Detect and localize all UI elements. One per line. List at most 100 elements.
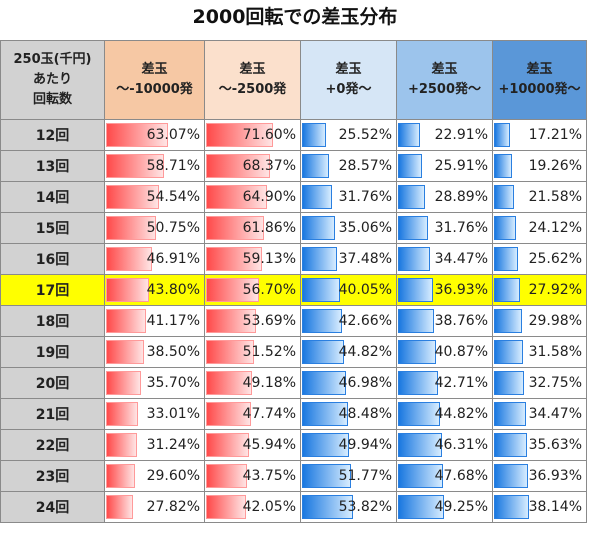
table-cell: 36.93% xyxy=(396,274,493,306)
table-cell: 35.06% xyxy=(300,212,397,244)
value-bar xyxy=(106,154,164,178)
table-cell: 51.52% xyxy=(204,336,301,368)
table-row: 16回 46.91% 59.13% 37.48% 34.47% 25.62% xyxy=(0,243,587,275)
table-row: 22回 31.24% 45.94% 49.94% 46.31% 35.63% xyxy=(0,429,587,461)
row-label: 21回 xyxy=(0,398,105,430)
cell-value: 64.90% xyxy=(242,189,296,205)
table-cell: 25.52% xyxy=(300,119,397,151)
table-cell: 41.17% xyxy=(104,305,205,337)
value-bar xyxy=(302,123,326,147)
table-cell: 34.47% xyxy=(396,243,493,275)
cell-value: 24.12% xyxy=(528,220,582,236)
cell-value: 59.13% xyxy=(242,251,296,267)
cell-value: 31.76% xyxy=(434,220,488,236)
table-cell: 44.82% xyxy=(396,398,493,430)
cell-value: 42.71% xyxy=(434,375,488,391)
cell-value: 43.75% xyxy=(242,468,296,484)
header-line: ～-10000発 xyxy=(116,82,193,97)
cell-value: 19.26% xyxy=(528,158,582,174)
header-minus-10000: 差玉 ～-10000発 xyxy=(104,40,205,120)
value-bar xyxy=(206,247,262,271)
table-cell: 63.07% xyxy=(104,119,205,151)
table-cell: 40.87% xyxy=(396,336,493,368)
cell-value: 25.91% xyxy=(434,158,488,174)
value-bar xyxy=(494,464,528,488)
header-line: ～-2500発 xyxy=(218,82,287,97)
row-label: 12回 xyxy=(0,119,105,151)
value-bar xyxy=(302,402,348,426)
cell-value: 29.98% xyxy=(528,313,582,329)
table-cell: 31.58% xyxy=(492,336,587,368)
value-bar xyxy=(494,309,522,333)
table-cell: 46.31% xyxy=(396,429,493,461)
cell-value: 17.21% xyxy=(528,127,582,143)
value-bar xyxy=(302,433,349,457)
table-cell: 33.01% xyxy=(104,398,205,430)
value-bar xyxy=(494,154,512,178)
table-row: 15回 50.75% 61.86% 35.06% 31.76% 24.12% xyxy=(0,212,587,244)
cell-value: 34.47% xyxy=(434,251,488,267)
table-cell: 42.66% xyxy=(300,305,397,337)
table-cell: 47.68% xyxy=(396,460,493,492)
cell-value: 46.31% xyxy=(434,437,488,453)
cell-value: 47.74% xyxy=(242,406,296,422)
value-bar xyxy=(106,402,138,426)
table-cell: 31.24% xyxy=(104,429,205,461)
table-cell: 43.80% xyxy=(104,274,205,306)
value-bar xyxy=(302,185,332,209)
cell-value: 35.70% xyxy=(146,375,200,391)
cell-value: 46.98% xyxy=(338,375,392,391)
value-bar xyxy=(494,433,527,457)
value-bar xyxy=(398,247,430,271)
table-cell: 53.69% xyxy=(204,305,301,337)
row-label: 20回 xyxy=(0,367,105,399)
table-cell: 38.76% xyxy=(396,305,493,337)
table-cell: 31.76% xyxy=(396,212,493,244)
value-bar xyxy=(494,216,516,240)
cell-value: 38.50% xyxy=(146,344,200,360)
cell-value: 49.25% xyxy=(434,499,488,515)
cell-value: 51.52% xyxy=(242,344,296,360)
table-cell: 28.89% xyxy=(396,181,493,213)
cell-value: 71.60% xyxy=(242,127,296,143)
row-label: 16回 xyxy=(0,243,105,275)
cell-value: 42.05% xyxy=(242,499,296,515)
cell-value: 68.37% xyxy=(242,158,296,174)
table-row: 17回 43.80% 56.70% 40.05% 36.93% 27.92% xyxy=(0,274,587,306)
cell-value: 42.66% xyxy=(338,313,392,329)
value-bar xyxy=(398,495,444,519)
value-bar xyxy=(106,247,152,271)
table-cell: 22.91% xyxy=(396,119,493,151)
value-bar xyxy=(302,247,337,271)
table-row: 14回 54.54% 64.90% 31.76% 28.89% 21.58% xyxy=(0,181,587,213)
table-cell: 29.98% xyxy=(492,305,587,337)
table-cell: 40.05% xyxy=(300,274,397,306)
cell-value: 37.48% xyxy=(338,251,392,267)
cell-value: 47.68% xyxy=(434,468,488,484)
value-bar xyxy=(106,495,133,519)
cell-value: 53.82% xyxy=(338,499,392,515)
table-cell: 46.91% xyxy=(104,243,205,275)
table-cell: 36.93% xyxy=(492,460,587,492)
value-bar xyxy=(106,278,149,302)
cell-value: 29.60% xyxy=(146,468,200,484)
header-line: あたり xyxy=(32,72,72,87)
value-bar xyxy=(398,123,420,147)
value-bar xyxy=(106,433,137,457)
value-bar xyxy=(206,371,252,395)
cell-value: 41.17% xyxy=(146,313,200,329)
table-cell: 46.98% xyxy=(300,367,397,399)
value-bar xyxy=(106,123,168,147)
cell-value: 44.82% xyxy=(338,344,392,360)
cell-value: 38.76% xyxy=(434,313,488,329)
value-bar xyxy=(302,464,351,488)
cell-value: 35.06% xyxy=(338,220,392,236)
table-row: 19回 38.50% 51.52% 44.82% 40.87% 31.58% xyxy=(0,336,587,368)
table-cell: 37.48% xyxy=(300,243,397,275)
header-line: 差玉 xyxy=(141,62,168,77)
value-bar xyxy=(206,123,273,147)
cell-value: 51.77% xyxy=(338,468,392,484)
value-bar xyxy=(106,216,156,240)
cell-value: 61.86% xyxy=(242,220,296,236)
value-bar xyxy=(206,154,270,178)
